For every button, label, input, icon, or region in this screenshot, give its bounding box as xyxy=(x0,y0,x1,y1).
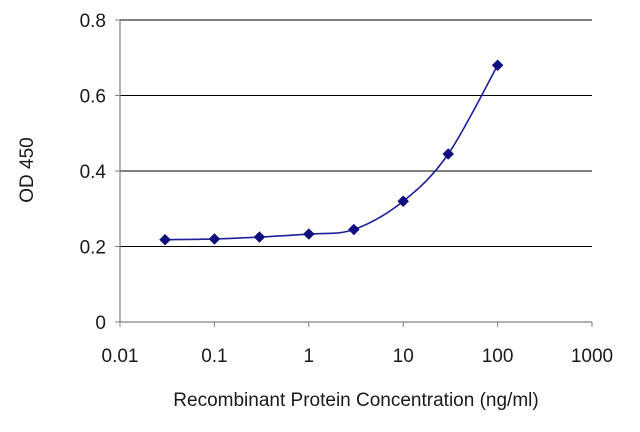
data-point-marker-7 xyxy=(491,59,504,72)
data-point-marker-5 xyxy=(397,195,410,208)
data-point-marker-6 xyxy=(442,148,455,160)
x-tick-label-0: 0.01 xyxy=(102,346,139,367)
y-tick-labels: 0 0.2 0.4 0.6 0.8 xyxy=(80,11,120,334)
y-tick-label-1: 0.2 xyxy=(80,238,106,259)
data-point-marker-4 xyxy=(347,223,360,236)
data-point-marker-2 xyxy=(253,231,266,243)
y-tick-label-2: 0.4 xyxy=(80,162,107,183)
y-tick-label-4: 0.8 xyxy=(80,11,106,32)
x-tick-label-3: 10 xyxy=(393,346,414,367)
x-tick-label-4: 100 xyxy=(482,346,514,367)
y-tick-label-3: 0.6 xyxy=(80,87,106,108)
data-point-marker-1 xyxy=(208,233,221,245)
data-point-marker-0 xyxy=(159,233,171,246)
x-tick-label-2: 1 xyxy=(304,346,315,367)
x-tick-label-5: 1000 xyxy=(571,346,613,367)
y-axis-title: OD 450 xyxy=(17,137,38,202)
data-point-marker-3 xyxy=(302,228,315,240)
series-layer xyxy=(159,59,504,246)
x-tick-labels: 0.01 0.1 1 10 100 1000 xyxy=(102,322,613,367)
x-tick-label-1: 0.1 xyxy=(201,346,227,367)
y-tick-label-0: 0 xyxy=(95,313,106,334)
grid-lines xyxy=(120,19,592,248)
x-axis-title: Recombinant Protein Concentration (ng/ml… xyxy=(173,390,538,411)
